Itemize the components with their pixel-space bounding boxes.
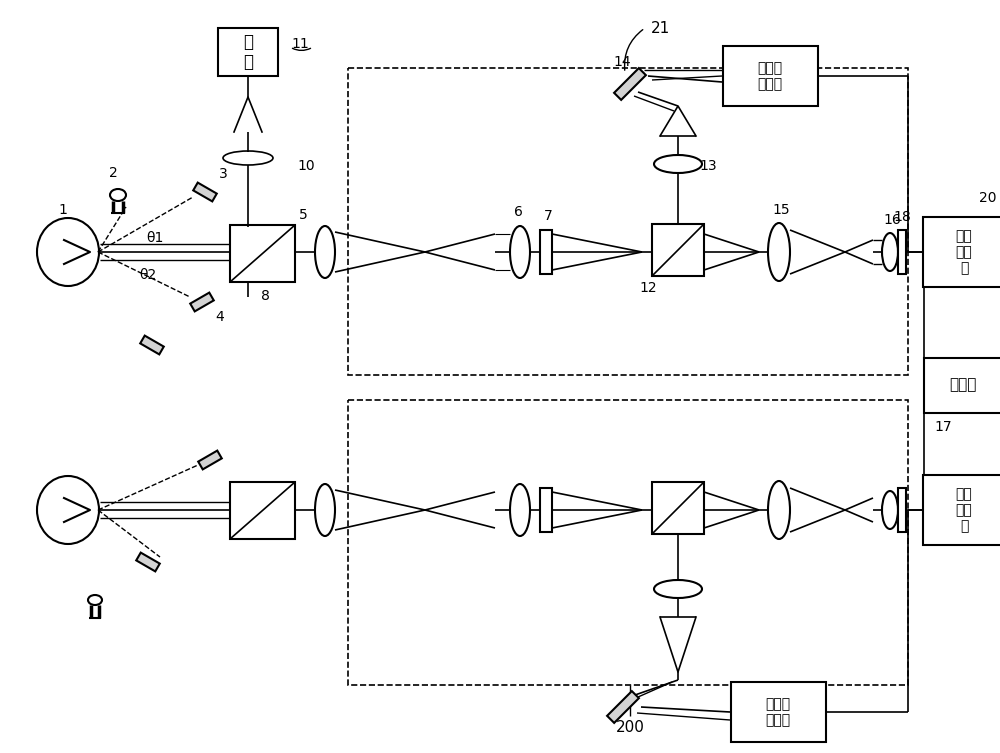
Bar: [898, 488, 906, 532]
Text: 11: 11: [291, 37, 309, 51]
Text: 1: 1: [59, 203, 67, 217]
Text: 16: 16: [883, 213, 901, 227]
Text: 4: 4: [216, 310, 224, 324]
Text: 光电
探测
器: 光电 探测 器: [956, 229, 972, 275]
Polygon shape: [140, 336, 164, 355]
Polygon shape: [190, 293, 214, 312]
Bar: [652, 482, 704, 534]
Text: 视标显
示装置: 视标显 示装置: [757, 61, 783, 91]
Text: 计算机: 计算机: [949, 377, 977, 392]
Bar: [923, 475, 1000, 545]
Polygon shape: [136, 553, 160, 572]
Text: 21: 21: [650, 20, 670, 35]
Text: 6: 6: [514, 205, 522, 219]
Text: θ1: θ1: [146, 231, 164, 245]
Text: 200: 200: [616, 721, 644, 736]
Text: 14: 14: [613, 55, 631, 69]
Text: 7: 7: [544, 209, 552, 223]
Text: 8: 8: [261, 289, 269, 303]
Bar: [540, 230, 552, 274]
Bar: [898, 230, 906, 274]
Bar: [923, 217, 1000, 287]
Text: 15: 15: [772, 203, 790, 217]
Polygon shape: [614, 68, 646, 100]
Text: 17: 17: [934, 420, 952, 434]
Text: 光
源: 光 源: [243, 32, 253, 72]
Polygon shape: [198, 450, 222, 469]
Bar: [730, 682, 826, 742]
Polygon shape: [607, 691, 639, 723]
Text: 5: 5: [299, 208, 307, 222]
Bar: [722, 46, 818, 106]
Text: 12: 12: [639, 281, 657, 295]
Text: 3: 3: [219, 167, 227, 181]
Text: 20: 20: [979, 191, 997, 205]
Bar: [924, 358, 1000, 413]
Polygon shape: [193, 183, 217, 201]
Bar: [230, 482, 295, 539]
Bar: [348, 68, 908, 375]
Text: 13: 13: [699, 159, 717, 173]
Text: 10: 10: [297, 159, 315, 173]
Text: 视标显
示装置: 视标显 示装置: [765, 697, 791, 727]
Bar: [348, 400, 908, 685]
Text: 2: 2: [109, 166, 117, 180]
Bar: [230, 225, 295, 282]
Bar: [540, 488, 552, 532]
Bar: [652, 224, 704, 276]
Text: θ2: θ2: [139, 268, 157, 282]
Text: 光电
探测
器: 光电 探测 器: [956, 486, 972, 533]
Text: 18: 18: [893, 210, 911, 224]
Bar: [218, 28, 278, 76]
